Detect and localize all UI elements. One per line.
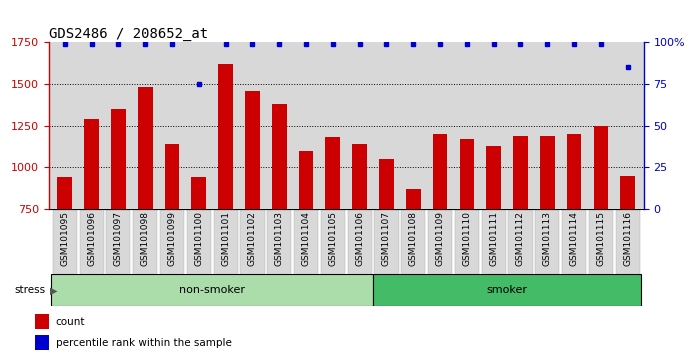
Text: percentile rank within the sample: percentile rank within the sample [56, 338, 232, 348]
Text: GSM101101: GSM101101 [221, 211, 230, 267]
Bar [433, 134, 448, 209]
FancyBboxPatch shape [294, 210, 318, 274]
Bar [219, 64, 233, 209]
Text: GSM101108: GSM101108 [409, 211, 418, 267]
Text: GSM101095: GSM101095 [61, 211, 70, 267]
Bar [487, 145, 501, 209]
Text: GSM101110: GSM101110 [462, 211, 471, 267]
Text: GSM101106: GSM101106 [355, 211, 364, 267]
Text: smoker: smoker [487, 285, 528, 295]
Bar [513, 136, 528, 209]
FancyBboxPatch shape [106, 210, 130, 274]
FancyBboxPatch shape [562, 210, 586, 274]
FancyBboxPatch shape [53, 210, 77, 274]
Text: ▶: ▶ [50, 285, 58, 295]
FancyBboxPatch shape [214, 210, 238, 274]
Text: GSM101109: GSM101109 [436, 211, 445, 267]
Text: GSM101104: GSM101104 [301, 211, 310, 266]
Bar [138, 87, 152, 209]
Bar [540, 136, 555, 209]
Text: stress: stress [14, 285, 45, 295]
Bar [58, 177, 72, 209]
Bar [165, 144, 180, 209]
Bar [245, 91, 260, 209]
Bar [352, 144, 367, 209]
FancyBboxPatch shape [267, 210, 292, 274]
FancyBboxPatch shape [187, 210, 211, 274]
Bar [406, 189, 420, 209]
FancyBboxPatch shape [347, 210, 372, 274]
Bar [272, 104, 287, 209]
Text: non-smoker: non-smoker [180, 285, 245, 295]
FancyBboxPatch shape [482, 210, 506, 274]
Bar [35, 335, 49, 350]
Bar [567, 134, 581, 209]
Bar [111, 109, 126, 209]
FancyBboxPatch shape [428, 210, 452, 274]
FancyBboxPatch shape [321, 210, 345, 274]
Text: GSM101102: GSM101102 [248, 211, 257, 266]
Bar [594, 126, 608, 209]
Bar [299, 151, 313, 209]
Text: GSM101096: GSM101096 [87, 211, 96, 267]
FancyBboxPatch shape [373, 274, 641, 306]
FancyBboxPatch shape [52, 274, 373, 306]
Text: GSM101103: GSM101103 [275, 211, 284, 267]
FancyBboxPatch shape [509, 210, 532, 274]
Text: GSM101115: GSM101115 [596, 211, 606, 267]
Bar [191, 177, 206, 209]
Text: count: count [56, 316, 85, 327]
Text: GSM101099: GSM101099 [168, 211, 177, 267]
Text: GSM101114: GSM101114 [569, 211, 578, 266]
Text: GSM101097: GSM101097 [114, 211, 123, 267]
Bar [379, 159, 394, 209]
FancyBboxPatch shape [616, 210, 640, 274]
Text: GSM101105: GSM101105 [329, 211, 338, 267]
Text: GSM101107: GSM101107 [382, 211, 391, 267]
Bar [620, 176, 635, 209]
FancyBboxPatch shape [589, 210, 613, 274]
FancyBboxPatch shape [401, 210, 425, 274]
Text: GSM101100: GSM101100 [194, 211, 203, 267]
Text: GDS2486 / 208652_at: GDS2486 / 208652_at [49, 28, 208, 41]
Text: GSM101111: GSM101111 [489, 211, 498, 267]
FancyBboxPatch shape [133, 210, 157, 274]
Bar [459, 139, 474, 209]
FancyBboxPatch shape [160, 210, 184, 274]
Text: GSM101112: GSM101112 [516, 211, 525, 266]
FancyBboxPatch shape [240, 210, 264, 274]
FancyBboxPatch shape [454, 210, 479, 274]
FancyBboxPatch shape [79, 210, 104, 274]
FancyBboxPatch shape [535, 210, 560, 274]
Text: GSM101116: GSM101116 [623, 211, 632, 267]
Bar [326, 137, 340, 209]
Text: GSM101113: GSM101113 [543, 211, 552, 267]
Bar [84, 119, 99, 209]
Text: GSM101098: GSM101098 [141, 211, 150, 267]
FancyBboxPatch shape [374, 210, 399, 274]
Bar [35, 314, 49, 329]
